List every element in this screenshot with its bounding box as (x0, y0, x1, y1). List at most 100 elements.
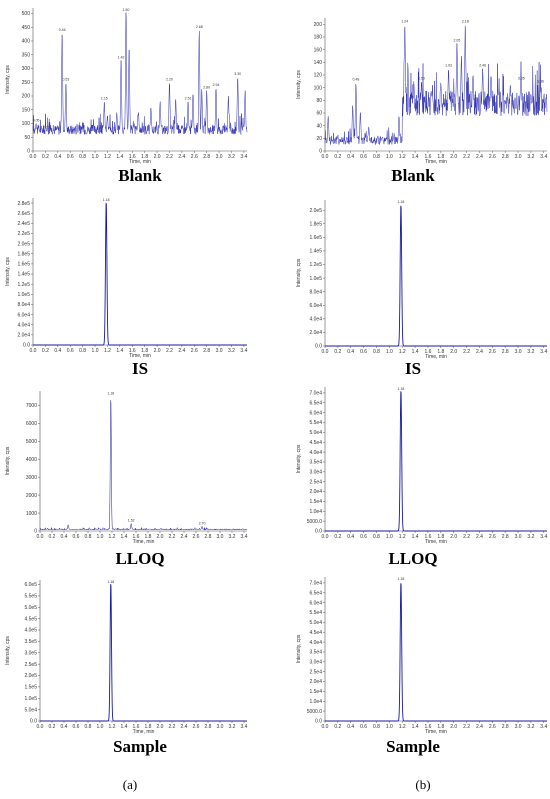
y-tick-label: 2.0e5 (24, 673, 37, 679)
x-tick-label: 1.6 (424, 724, 431, 730)
x-tick-label: 3.2 (527, 349, 534, 355)
x-tick-label: 2.6 (191, 154, 198, 160)
y-tick-label: 1.0e5 (24, 696, 37, 702)
x-axis-label: Time, min (133, 539, 155, 545)
x-tick-label: 0.2 (334, 534, 341, 540)
x-tick-label: 2.0 (154, 348, 161, 354)
peak-label: 0.46 (59, 28, 66, 32)
x-tick-label: 2.4 (476, 349, 483, 355)
y-tick-label: 5.0e4 (24, 707, 37, 713)
x-tick-label: 3.2 (527, 534, 534, 540)
x-tick-label: 1.8 (145, 534, 152, 540)
y-tick-label: 60 (316, 111, 322, 117)
y-tick-label: 2000 (26, 493, 37, 499)
x-tick-label: 1.4 (121, 534, 128, 540)
y-tick-label: 5.0e4 (309, 430, 322, 436)
x-tick-label: 1.2 (104, 348, 111, 354)
x-axis-label: Time, min (425, 354, 447, 360)
y-tick-label: 2.5e4 (309, 669, 322, 675)
x-tick-label: 0.6 (67, 154, 74, 160)
y-tick-label: 4.0e4 (17, 322, 30, 328)
x-tick-label: 0.0 (322, 724, 329, 730)
x-tick-label: 0.6 (360, 534, 367, 540)
x-tick-label: 1.8 (437, 724, 444, 730)
x-tick-label: 0.2 (334, 349, 341, 355)
y-tick-label: 200 (22, 94, 31, 100)
y-tick-label: 2.6e5 (17, 211, 30, 217)
y-axis-label: Intensity, cps (296, 258, 302, 287)
x-tick-label: 1.6 (424, 349, 431, 355)
y-axis-label: Intensity, cps (5, 636, 11, 665)
x-tick-label: 3.4 (540, 724, 547, 730)
x-tick-label: 3.0 (515, 534, 522, 540)
x-axis-label: Time, min (129, 353, 151, 359)
series-trace (325, 391, 547, 532)
y-tick-label: 250 (22, 80, 31, 86)
y-tick-label: 3.0e5 (24, 650, 37, 656)
series-trace (39, 400, 248, 531)
y-tick-label: 180 (314, 35, 323, 41)
y-tick-label: 5.5e5 (24, 594, 37, 600)
caption-b-blank: Blank (391, 166, 435, 185)
x-tick-label: 2.6 (489, 349, 496, 355)
x-tick-label: 2.8 (502, 154, 509, 160)
peak-label: 2.68 (196, 25, 203, 29)
peak-label: 2.05 (454, 38, 461, 42)
y-tick-label: 1.0e5 (309, 276, 322, 282)
x-axis-label: Time, min (425, 539, 447, 545)
y-tick-label: 6.0e4 (309, 600, 322, 606)
x-tick-label: 1.4 (116, 348, 123, 354)
x-tick-label: 1.8 (437, 534, 444, 540)
x-tick-label: 1.4 (412, 534, 419, 540)
y-tick-label: 2.5e5 (24, 662, 37, 668)
x-tick-label: 3.0 (217, 534, 224, 540)
y-tick-label: 6.5e4 (309, 400, 322, 406)
y-tick-label: 400 (22, 39, 31, 45)
y-tick-label: 6.0e4 (17, 312, 30, 318)
x-tick-label: 0.0 (322, 534, 329, 540)
x-tick-label: 1.6 (129, 348, 136, 354)
x-tick-label: 1.2 (104, 154, 111, 160)
peak-label: 1.52 (128, 518, 135, 522)
x-tick-label: 1.2 (399, 724, 406, 730)
x-tick-label: 2.8 (203, 348, 210, 354)
x-tick-label: 1.4 (412, 154, 419, 160)
caption-a-blank: Blank (118, 166, 162, 185)
peak-label: 3.30 (234, 72, 241, 76)
y-tick-label: 8.0e4 (17, 302, 30, 308)
y-tick-label: 1.8e5 (309, 221, 322, 227)
x-tick-label: 1.0 (386, 534, 393, 540)
x-tick-label: 2.4 (178, 154, 185, 160)
peak-label: 2.18 (462, 19, 469, 23)
y-tick-label: 0.0 (23, 343, 30, 349)
x-tick-label: 3.0 (216, 348, 223, 354)
x-tick-label: 3.2 (527, 154, 534, 160)
peak-label: 2.20 (166, 77, 173, 81)
y-tick-label: 6.0e4 (309, 303, 322, 309)
peak-label: 1.93 (445, 64, 452, 68)
series-trace (324, 25, 548, 145)
y-tick-label: 1.4e5 (17, 272, 30, 278)
peak-label: 0.05 (33, 119, 40, 123)
y-axis-label: Intensity, cps (5, 65, 11, 94)
x-tick-label: 2.4 (476, 534, 483, 540)
x-tick-label: 2.4 (476, 154, 483, 160)
y-tick-label: 5000.0 (307, 709, 323, 715)
x-tick-label: 3.0 (515, 154, 522, 160)
x-tick-label: 3.0 (217, 724, 224, 730)
y-tick-label: 300 (22, 66, 31, 72)
x-tick-label: 0.8 (373, 349, 380, 355)
y-tick-label: 100 (314, 85, 323, 91)
y-tick-label: 3.5e4 (309, 460, 322, 466)
y-tick-label: 3.0e4 (309, 660, 322, 666)
x-tick-label: 1.2 (109, 724, 116, 730)
y-tick-label: 2.0e5 (309, 208, 322, 214)
x-tick-label: 2.0 (450, 349, 457, 355)
x-tick-label: 2.6 (193, 534, 200, 540)
x-tick-label: 3.4 (241, 534, 248, 540)
y-tick-label: 1.0e5 (17, 292, 30, 298)
x-tick-label: 0.0 (30, 348, 37, 354)
x-tick-label: 2.8 (205, 724, 212, 730)
x-tick-label: 2.2 (463, 534, 470, 540)
peak-label: 1.15 (101, 97, 108, 101)
